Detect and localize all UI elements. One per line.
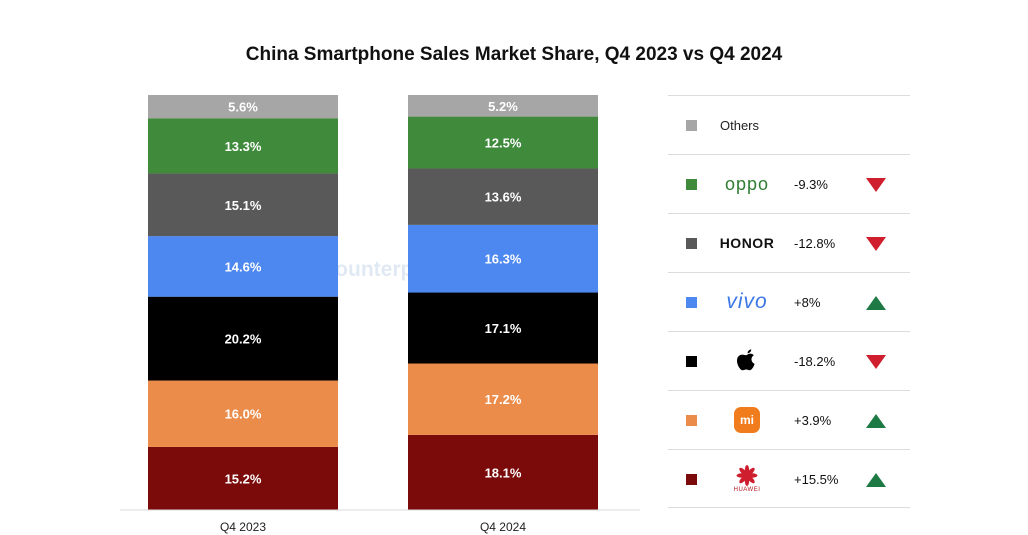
bar-segment-oppo-2 — [408, 116, 598, 169]
legend-swatch-apple — [686, 356, 697, 367]
legend-swatch-others — [686, 120, 697, 131]
legend-row-apple: -18.2% — [668, 331, 910, 390]
huawei-logo-text: HUAWEI — [733, 487, 761, 493]
legend-logo-huawei: HUAWEI — [716, 464, 778, 494]
x-tick-label-1: Q4 2023 — [220, 520, 266, 534]
apple-logo-icon — [737, 349, 755, 371]
vivo-logo: vivo — [726, 290, 768, 313]
legend-row-vivo: vivo +8% — [668, 272, 910, 331]
data-label-huawei-2: 18.1% — [485, 465, 522, 480]
stacked-bar-chart: Counterpoint 15.2%16.0%20.2%14.6%15.1%13… — [120, 95, 640, 534]
legend-swatch-xiaomi — [686, 415, 697, 426]
bar-segment-honor-2 — [408, 168, 598, 225]
data-label-huawei-1: 15.2% — [225, 471, 262, 486]
bar-segment-xiaomi-2 — [408, 363, 598, 435]
legend-swatch-huawei — [686, 474, 697, 485]
bar-segment-apple-2 — [408, 292, 598, 364]
arrow-down-icon — [866, 237, 886, 256]
data-label-oppo-1: 13.3% — [225, 139, 262, 154]
data-label-vivo-1: 14.6% — [225, 259, 262, 274]
honor-logo: HONOR — [719, 235, 775, 251]
legend-change-honor: -12.8% — [794, 236, 836, 251]
legend-change-vivo: +8% — [794, 295, 821, 310]
legend-change-huawei: +15.5% — [794, 472, 839, 487]
bar-segment-oppo-1 — [148, 118, 338, 174]
data-label-oppo-2: 12.5% — [485, 136, 522, 151]
data-label-vivo-2: 16.3% — [485, 252, 522, 267]
legend-logo-vivo: vivo — [716, 287, 778, 317]
legend-swatch-vivo — [686, 297, 697, 308]
x-tick-label-2: Q4 2024 — [480, 520, 526, 534]
legend-row-xiaomi: mi +3.9% — [668, 390, 910, 449]
huawei-logo-icon — [736, 465, 758, 486]
arrow-down-icon — [866, 178, 886, 197]
bar-segment-vivo-1 — [148, 236, 338, 297]
legend-logo-apple — [716, 346, 778, 376]
legend-logo-oppo: oppo — [716, 169, 778, 199]
xiaomi-logo-text: mi — [739, 413, 754, 427]
legend-change-apple: -18.2% — [794, 354, 836, 369]
legend-change-oppo: -9.3% — [794, 177, 828, 192]
legend-logo-honor: HONOR — [716, 228, 778, 258]
arrow-up-icon — [866, 414, 886, 433]
legend-row-oppo: oppo -9.3% — [668, 154, 910, 213]
bar-segment-huawei-2 — [408, 434, 598, 510]
legend-label-others: Others — [720, 118, 760, 133]
legend-swatch-oppo — [686, 179, 697, 190]
bar-segment-vivo-2 — [408, 224, 598, 293]
chart-title: China Smartphone Sales Market Share, Q4 … — [245, 44, 783, 65]
bar-segment-others-2 — [408, 95, 598, 117]
bar-segment-huawei-1 — [148, 446, 338, 510]
data-label-apple-2: 17.1% — [485, 321, 522, 336]
arrow-up-icon — [866, 296, 886, 315]
legend-row-honor: HONOR -12.8% — [668, 213, 910, 272]
bar-segment-apple-1 — [148, 296, 338, 381]
data-label-others-1: 5.6% — [228, 100, 258, 115]
bar-segment-xiaomi-1 — [148, 380, 338, 447]
data-label-xiaomi-1: 16.0% — [225, 407, 262, 422]
bar-segment-others-1 — [148, 95, 338, 119]
legend-row-others: Others — [668, 95, 910, 154]
legend-swatch-honor — [686, 238, 697, 249]
bar-segment-honor-1 — [148, 173, 338, 237]
data-label-honor-1: 15.1% — [225, 198, 262, 213]
xiaomi-logo-icon: mi — [734, 407, 760, 433]
data-label-honor-2: 13.6% — [485, 190, 522, 205]
oppo-logo: oppo — [724, 173, 770, 194]
legend-row-huawei: HUAWEI +15.5% — [668, 449, 910, 508]
data-label-apple-1: 20.2% — [225, 332, 262, 347]
arrow-down-icon — [866, 355, 886, 374]
data-label-xiaomi-2: 17.2% — [485, 392, 522, 407]
legend-change-xiaomi: +3.9% — [794, 413, 832, 428]
arrow-up-icon — [866, 473, 886, 492]
data-label-others-2: 5.2% — [488, 99, 518, 114]
legend-logo-xiaomi: mi — [716, 405, 778, 435]
